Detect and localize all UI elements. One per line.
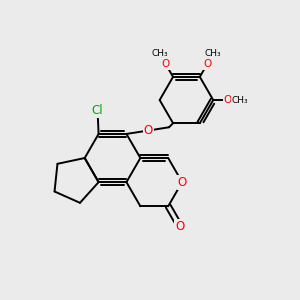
Text: O: O	[178, 176, 187, 189]
Text: CH₃: CH₃	[152, 49, 168, 58]
Text: O: O	[203, 59, 211, 69]
Text: O: O	[224, 95, 232, 105]
Text: CH₃: CH₃	[205, 49, 221, 58]
Text: Cl: Cl	[92, 104, 103, 117]
Text: O: O	[143, 124, 153, 137]
Text: O: O	[176, 220, 185, 233]
Text: CH₃: CH₃	[232, 95, 248, 104]
Text: O: O	[162, 59, 170, 69]
